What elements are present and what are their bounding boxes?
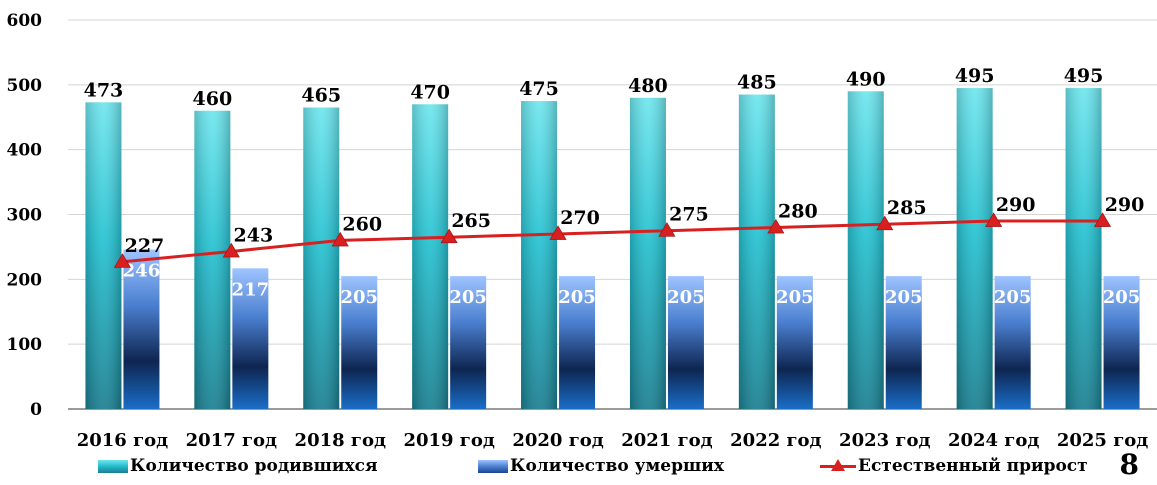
bar-dead xyxy=(559,276,596,409)
data-label-born: 480 xyxy=(628,75,668,97)
legend-swatch-born xyxy=(98,459,128,473)
data-label-born: 470 xyxy=(410,81,450,103)
data-label-born: 490 xyxy=(846,68,886,90)
bar-born-shade xyxy=(521,101,558,410)
y-tick-label: 100 xyxy=(7,335,43,355)
bar-born-shade xyxy=(738,94,775,409)
series-dead: 246 217 205 205 205 205 205 205 205 205 xyxy=(123,249,1141,409)
bar-dead xyxy=(885,276,922,409)
line-marker xyxy=(222,242,240,258)
legend-label-growth: Естественный прирост xyxy=(858,456,1088,476)
data-label-growth: 227 xyxy=(125,235,165,257)
legend-swatch-growth xyxy=(820,459,856,473)
y-tick-label: 400 xyxy=(7,141,43,161)
x-tick-label: 2019 год xyxy=(403,430,494,451)
data-label-dead: 205 xyxy=(885,287,923,308)
legend-label-dead: Количество умерших xyxy=(510,456,724,476)
data-label-born: 465 xyxy=(301,85,341,107)
x-tick-label: 2016 год xyxy=(77,430,168,451)
data-label-dead: 205 xyxy=(1103,287,1141,308)
line-marker xyxy=(767,218,785,234)
bar-born-shade xyxy=(629,97,666,410)
bar-dead xyxy=(450,276,487,409)
x-tick-label: 2022 год xyxy=(730,430,821,451)
bar-born-shade xyxy=(412,104,449,410)
line-growth-path xyxy=(122,219,1103,264)
data-label-growth: 290 xyxy=(1105,194,1145,216)
line-marker xyxy=(1094,212,1112,227)
bar-born-shade xyxy=(1065,88,1102,409)
data-label-growth: 270 xyxy=(560,207,600,229)
data-label-dead: 205 xyxy=(558,287,596,308)
line-marker xyxy=(549,225,567,240)
bar-dead xyxy=(341,276,378,409)
data-label-dead: 205 xyxy=(449,287,487,308)
y-tick-label: 300 xyxy=(7,206,43,226)
data-label-born: 495 xyxy=(955,65,995,87)
x-tick-label: 2024 год xyxy=(948,430,1039,451)
data-label-growth: 290 xyxy=(996,194,1036,216)
data-label-dead: 205 xyxy=(667,287,705,308)
data-label-dead: 205 xyxy=(994,287,1032,308)
y-axis: 0 100 200 300 400 500 600 xyxy=(7,11,1157,420)
bar-dead xyxy=(1103,276,1140,409)
bar-born-shade xyxy=(956,88,993,409)
data-label-growth: 265 xyxy=(451,210,491,232)
data-label-born: 485 xyxy=(737,72,777,94)
line-marker xyxy=(658,222,676,237)
bar-born-shade xyxy=(85,102,122,410)
line-marker xyxy=(440,228,458,244)
x-tick-label: 2023 год xyxy=(839,430,930,451)
x-axis: 2016 год 2017 год 2018 год 2019 год 2020 год… xyxy=(77,430,1149,451)
series-growth: 227 243 260 265 270 275 280 285 290 290 xyxy=(113,194,1145,268)
data-label-dead: 205 xyxy=(340,287,378,308)
legend-item-growth: Естественный прирост xyxy=(820,456,1088,476)
bar-dead xyxy=(232,268,269,409)
legend-item-dead: Количество умерших xyxy=(478,456,724,476)
line-marker xyxy=(876,215,894,231)
chart-area: 0 100 200 300 400 500 600 473 460 465 470 475 480 48… xyxy=(7,11,1157,451)
data-label-born: 473 xyxy=(84,79,124,101)
data-label-growth: 275 xyxy=(669,204,709,226)
line-marker xyxy=(985,212,1003,227)
bar-dead xyxy=(123,249,160,409)
bar-born-shade xyxy=(303,107,340,410)
bar-dead xyxy=(667,276,704,409)
x-tick-label: 2021 год xyxy=(621,430,712,451)
data-label-born: 475 xyxy=(519,78,559,100)
line-marker xyxy=(331,231,349,247)
data-label-born: 495 xyxy=(1064,65,1104,87)
legend-item-born: Количество родившихся xyxy=(98,456,378,476)
bar-born-shade xyxy=(194,110,231,410)
x-tick-label: 2020 год xyxy=(512,430,603,451)
bar-dead xyxy=(776,276,813,409)
x-tick-label: 2017 год xyxy=(186,430,277,451)
y-tick-label: 200 xyxy=(7,270,43,290)
series-born: 473 460 465 470 475 480 485 490 495 495 xyxy=(84,65,1104,410)
legend-swatch-dead xyxy=(478,459,508,473)
data-label-growth: 280 xyxy=(778,200,818,222)
y-tick-label: 500 xyxy=(7,76,43,96)
page-number: 8 xyxy=(1119,448,1139,481)
y-tick-label: 600 xyxy=(7,11,43,31)
data-label-dead: 246 xyxy=(123,261,161,282)
data-label-dead: 217 xyxy=(232,279,270,300)
y-tick-label: 0 xyxy=(30,400,42,420)
line-marker xyxy=(113,253,131,268)
data-label-born: 460 xyxy=(193,88,233,110)
x-tick-label: 2018 год xyxy=(295,430,386,451)
data-label-growth: 243 xyxy=(234,224,274,246)
bar-born-shade xyxy=(847,91,884,410)
data-label-dead: 205 xyxy=(776,287,814,308)
data-label-growth: 260 xyxy=(342,213,382,235)
legend-label-born: Количество родившихся xyxy=(130,456,378,476)
data-label-growth: 285 xyxy=(887,197,927,219)
legend: Количество родившихся Количество умерших… xyxy=(0,452,1157,482)
x-tick-label: 2025 год xyxy=(1057,430,1148,451)
bar-dead xyxy=(994,276,1031,409)
